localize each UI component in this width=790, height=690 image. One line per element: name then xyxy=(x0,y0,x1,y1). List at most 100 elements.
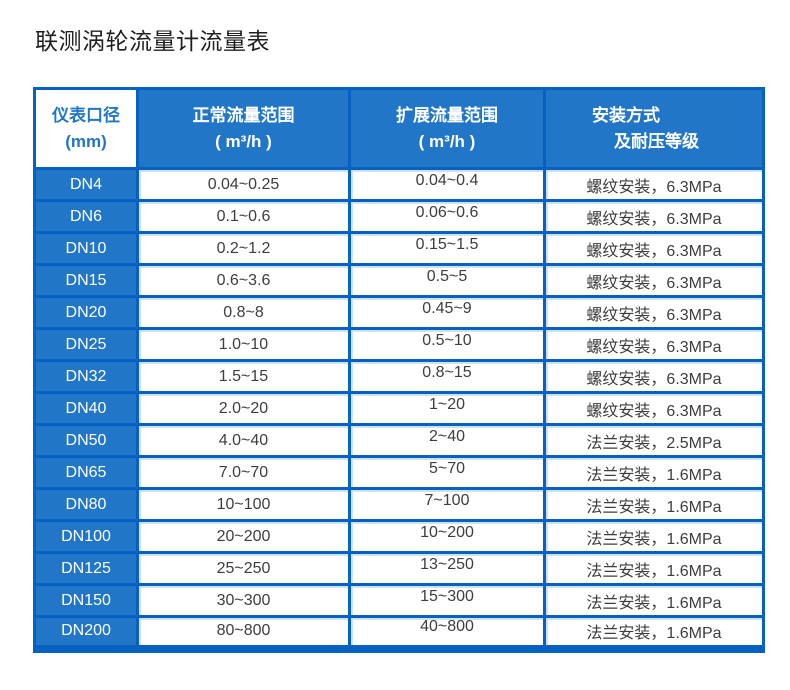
table-row: DN65 7.0~70 5~70 法兰安装，1.6MPa xyxy=(33,455,765,490)
table-row: DN150 30~300 15~300 法兰安装，1.6MPa xyxy=(33,583,765,618)
cell-installation: 螺纹安装，6.3MPa xyxy=(543,263,765,298)
cell-diameter: DN6 xyxy=(33,199,139,234)
cell-normal-range: 80~800 xyxy=(136,615,351,650)
header-normal-range: 正常流量范围 ( m³/h ) xyxy=(136,87,351,170)
cell-extended-range: 13~250 xyxy=(348,551,546,586)
flow-rate-table: 仪表口径 (mm) 正常流量范围 ( m³/h ) 扩展流量范围 ( m³/h … xyxy=(33,87,765,653)
cell-extended-range-text: 1~20 xyxy=(428,395,466,413)
cell-diameter: DN40 xyxy=(33,391,139,426)
cell-normal-range: 2.0~20 xyxy=(136,391,351,426)
header-diameter: 仪表口径 (mm) xyxy=(33,87,139,170)
cell-extended-range: 1~20 xyxy=(348,391,546,426)
cell-extended-range-text: 0.5~10 xyxy=(422,331,472,349)
table-row: DN100 20~200 10~200 法兰安装，1.6MPa xyxy=(33,519,765,554)
cell-extended-range-text: 0.8~15 xyxy=(422,363,472,381)
cell-installation: 螺纹安装，6.3MPa xyxy=(543,327,765,362)
cell-installation: 法兰安装，1.6MPa xyxy=(543,551,765,586)
cell-normal-range: 7.0~70 xyxy=(136,455,351,490)
table-row: DN20 0.8~8 0.45~9 螺纹安装，6.3MPa xyxy=(33,295,765,330)
cell-diameter: DN25 xyxy=(33,327,139,362)
cell-extended-range-text: 5~70 xyxy=(428,459,466,477)
cell-extended-range-text: 2~40 xyxy=(428,427,466,445)
header-installation: 安装方式 及耐压等级 xyxy=(543,87,765,170)
table-header-row: 仪表口径 (mm) 正常流量范围 ( m³/h ) 扩展流量范围 ( m³/h … xyxy=(33,87,765,170)
cell-diameter: DN4 xyxy=(33,167,139,202)
cell-normal-range: 10~100 xyxy=(136,487,351,522)
cell-extended-range-text: 15~300 xyxy=(420,587,474,605)
cell-installation: 螺纹安装，6.3MPa xyxy=(543,359,765,394)
header-installation-line2: 及耐压等级 xyxy=(614,131,699,151)
cell-diameter: DN15 xyxy=(33,263,139,298)
cell-installation: 法兰安装，1.6MPa xyxy=(543,583,765,618)
table-row: DN4 0.04~0.25 0.04~0.4 螺纹安装，6.3MPa xyxy=(33,167,765,202)
cell-diameter: DN80 xyxy=(33,487,139,522)
cell-installation: 螺纹安装，6.3MPa xyxy=(543,391,765,426)
table-row: DN125 25~250 13~250 法兰安装，1.6MPa xyxy=(33,551,765,586)
cell-extended-range-text: 0.45~9 xyxy=(422,299,472,317)
cell-normal-range: 20~200 xyxy=(136,519,351,554)
cell-extended-range: 10~200 xyxy=(348,519,546,554)
header-extended-range-line1: 扩展流量范围 xyxy=(396,105,498,125)
table-row: DN200 80~800 40~800 法兰安装，1.6MPa xyxy=(33,615,765,650)
header-diameter-line1: 仪表口径 xyxy=(52,105,120,125)
table-row: DN40 2.0~20 1~20 螺纹安装，6.3MPa xyxy=(33,391,765,426)
cell-normal-range: 25~250 xyxy=(136,551,351,586)
header-installation-line1: 安装方式 xyxy=(592,105,660,125)
cell-installation: 法兰安装，1.6MPa xyxy=(543,615,765,650)
cell-diameter: DN32 xyxy=(33,359,139,394)
cell-extended-range: 0.06~0.6 xyxy=(348,199,546,234)
cell-normal-range: 4.0~40 xyxy=(136,423,351,458)
cell-extended-range-text: 0.15~1.5 xyxy=(415,235,479,253)
table-row: DN50 4.0~40 2~40 法兰安装，2.5MPa xyxy=(33,423,765,458)
cell-installation: 法兰安装，1.6MPa xyxy=(543,455,765,490)
cell-extended-range: 2~40 xyxy=(348,423,546,458)
cell-extended-range: 0.8~15 xyxy=(348,359,546,394)
header-normal-range-line2: ( m³/h ) xyxy=(215,131,272,151)
table-row: DN32 1.5~15 0.8~15 螺纹安装，6.3MPa xyxy=(33,359,765,394)
cell-extended-range: 7~100 xyxy=(348,487,546,522)
cell-normal-range: 30~300 xyxy=(136,583,351,618)
header-extended-range: 扩展流量范围 ( m³/h ) xyxy=(348,87,546,170)
cell-normal-range: 0.6~3.6 xyxy=(136,263,351,298)
cell-installation: 法兰安装，1.6MPa xyxy=(543,519,765,554)
header-normal-range-line1: 正常流量范围 xyxy=(192,105,295,125)
cell-normal-range: 1.0~10 xyxy=(136,327,351,362)
cell-diameter: DN150 xyxy=(33,583,139,618)
cell-installation: 法兰安装，1.6MPa xyxy=(543,487,765,522)
cell-installation: 螺纹安装，6.3MPa xyxy=(543,231,765,266)
cell-diameter: DN10 xyxy=(33,231,139,266)
cell-normal-range: 0.8~8 xyxy=(136,295,351,330)
cell-installation: 螺纹安装，6.3MPa xyxy=(543,167,765,202)
cell-extended-range-text: 7~100 xyxy=(424,491,470,509)
cell-installation: 法兰安装，2.5MPa xyxy=(543,423,765,458)
cell-diameter: DN50 xyxy=(33,423,139,458)
cell-diameter: DN125 xyxy=(33,551,139,586)
header-extended-range-line2: ( m³/h ) xyxy=(418,131,476,151)
cell-extended-range-text: 13~250 xyxy=(420,555,474,573)
cell-extended-range: 0.5~5 xyxy=(348,263,546,298)
table-body: DN4 0.04~0.25 0.04~0.4 螺纹安装，6.3MPa DN6 0.1~0.… xyxy=(33,167,765,650)
cell-extended-range: 5~70 xyxy=(348,455,546,490)
cell-diameter: DN20 xyxy=(33,295,139,330)
cell-extended-range-text: 40~800 xyxy=(420,618,474,636)
table-row: DN6 0.1~0.6 0.06~0.6 螺纹安装，6.3MPa xyxy=(33,199,765,234)
cell-extended-range: 15~300 xyxy=(348,583,546,618)
cell-extended-range-text: 0.06~0.6 xyxy=(415,203,479,221)
table-row: DN15 0.6~3.6 0.5~5 螺纹安装，6.3MPa xyxy=(33,263,765,298)
cell-installation: 螺纹安装，6.3MPa xyxy=(543,295,765,330)
header-diameter-line2: (mm) xyxy=(65,131,107,151)
cell-extended-range-text: 10~200 xyxy=(420,523,474,541)
cell-normal-range: 0.04~0.25 xyxy=(136,167,351,202)
page-title: 联测涡轮流量计流量表 xyxy=(35,28,270,54)
cell-normal-range: 0.2~1.2 xyxy=(136,231,351,266)
cell-extended-range-text: 0.5~5 xyxy=(426,267,468,285)
cell-extended-range: 0.45~9 xyxy=(348,295,546,330)
table-row: DN25 1.0~10 0.5~10 螺纹安装，6.3MPa xyxy=(33,327,765,362)
cell-extended-range-text: 0.04~0.4 xyxy=(415,171,479,189)
cell-normal-range: 1.5~15 xyxy=(136,359,351,394)
cell-installation: 螺纹安装，6.3MPa xyxy=(543,199,765,234)
cell-diameter: DN65 xyxy=(33,455,139,490)
table-row: DN80 10~100 7~100 法兰安装，1.6MPa xyxy=(33,487,765,522)
cell-diameter: DN200 xyxy=(33,615,139,650)
cell-extended-range: 40~800 xyxy=(348,615,546,650)
